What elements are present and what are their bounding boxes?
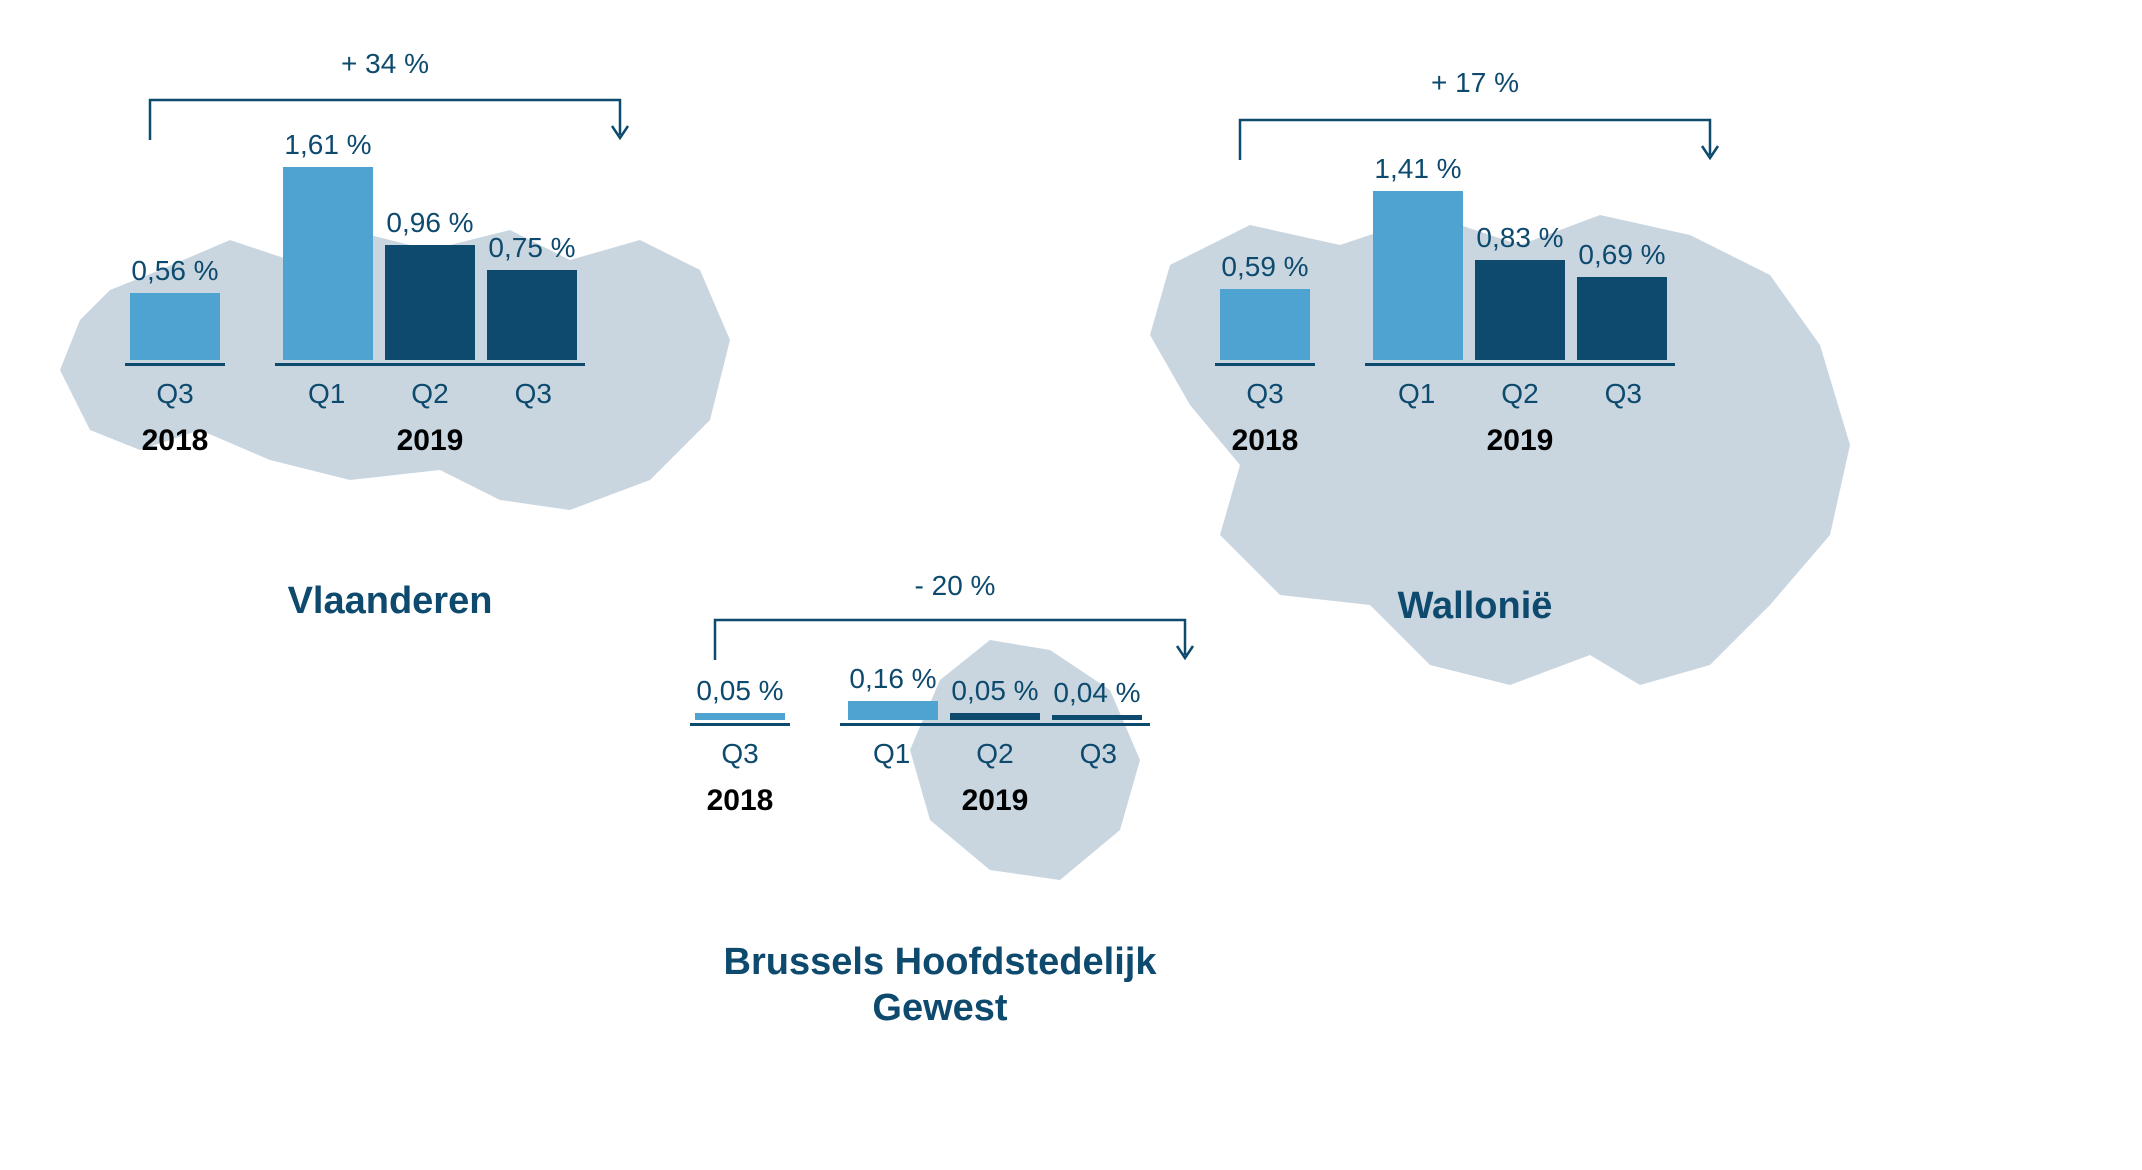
bar-2018-q3: 0,05 % [695,675,785,720]
bar-2019-q1: 0,16 % [848,663,938,720]
group-2018: 0,56 % Q3 2018 [125,150,225,458]
bar-2019-q1: 1,41 % [1373,153,1463,360]
bar-2019-q3: 0,04 % [1052,677,1142,720]
chart-vlaanderen: 0,56 % Q3 2018 1,61 % [125,150,585,458]
bar-2018-q3: 0,56 % [130,255,220,360]
bar-2018-q3: 0,59 % [1220,251,1310,360]
group-2018: 0,59 % Q3 2018 [1215,170,1315,458]
bar-2019-q2: 0,05 % [950,675,1040,720]
bar-2019-q3: 0,69 % [1577,239,1667,360]
change-label-wallonie: + 17 % [1400,67,1550,99]
group-2018: 0,05 % Q3 2018 [690,670,790,818]
title-wallonie: Wallonië [1350,585,1600,628]
region-vlaanderen: + 34 % 0,56 % Q3 2018 [60,40,760,600]
region-brussels: - 20 % 0,05 % Q3 2018 0,16 % [590,570,1290,1130]
change-label-vlaanderen: + 34 % [310,48,460,80]
title-brussels: Brussels Hoofdstedelijk Gewest [660,940,1220,1031]
title-vlaanderen: Vlaanderen [240,580,540,623]
bar-2019-q3: 0,75 % [487,232,577,360]
bar-2019-q2: 0,96 % [385,207,475,360]
bar-2019-q2: 0,83 % [1475,222,1565,360]
bar-2019-q1: 1,61 % [283,129,373,360]
group-2019: 1,41 % 0,83 % 0,69 % Q1 [1365,170,1675,458]
change-bracket-brussels [705,610,1205,670]
change-bracket-wallonie [1230,110,1730,170]
change-label-brussels: - 20 % [880,570,1030,602]
group-2019: 0,16 % 0,05 % 0,04 % Q1 [840,670,1150,818]
change-bracket-vlaanderen [140,90,640,150]
group-2019: 1,61 % 0,96 % 0,75 % Q1 [275,150,585,458]
chart-wallonie: 0,59 % Q3 2018 1,41 % 0,83 % [1215,170,1675,458]
chart-brussels: 0,05 % Q3 2018 0,16 % 0,05 % [690,670,1150,818]
